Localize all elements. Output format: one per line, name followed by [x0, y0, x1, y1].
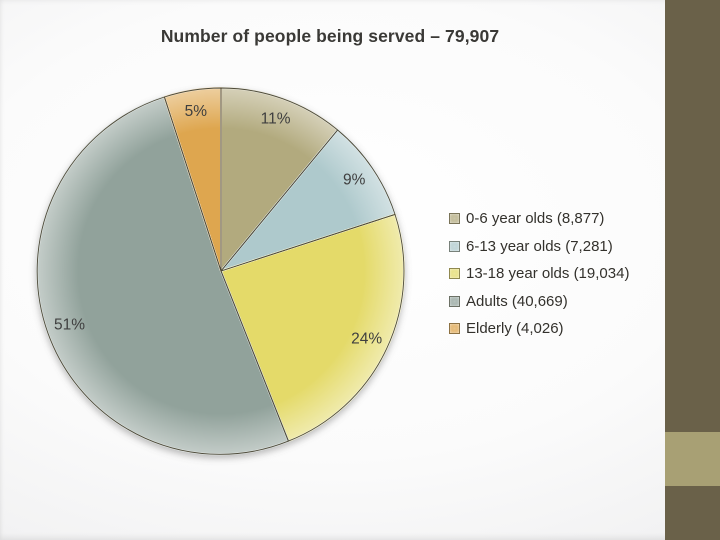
legend-label: Adults (40,669): [466, 292, 568, 310]
legend-swatch-icon: [449, 323, 460, 335]
pie-slice-outline: [220, 87, 339, 272]
legend-item: 13-18 year olds (19,034): [449, 260, 629, 288]
pie-slice-outline: [220, 129, 396, 272]
legend-label: 6-13 year olds (7,281): [466, 237, 613, 255]
legend-swatch-icon: [449, 295, 460, 307]
pie-slice-outline: [163, 87, 222, 272]
pie-percent-label: 51%: [54, 317, 85, 334]
pie-percent-label: 24%: [351, 331, 382, 348]
chart-legend: 0-6 year olds (8,877) 6-13 year olds (7,2…: [449, 205, 629, 343]
legend-item: Elderly (4,026): [449, 315, 629, 343]
pie-slice-outline: [220, 213, 405, 442]
legend-label: Elderly (4,026): [466, 320, 564, 338]
legend-swatch-icon: [449, 213, 460, 225]
legend-item: Adults (40,669): [449, 288, 629, 316]
legend-item: 0-6 year olds (8,877): [449, 205, 629, 233]
legend-item: 6-13 year olds (7,281): [449, 233, 629, 261]
legend-swatch-icon: [449, 268, 460, 280]
pie-percent-label: 5%: [185, 103, 208, 120]
accent-block: [665, 432, 720, 486]
pie-percent-label: 9%: [343, 172, 366, 189]
legend-swatch-icon: [449, 240, 460, 252]
pie-percent-label: 11%: [261, 111, 291, 128]
pie-slice-outline: [36, 96, 289, 455]
chart-title: Number of people being served – 79,907: [160, 26, 500, 46]
legend-label: 13-18 year olds (19,034): [466, 265, 630, 283]
legend-label: 0-6 year olds (8,877): [466, 210, 605, 228]
